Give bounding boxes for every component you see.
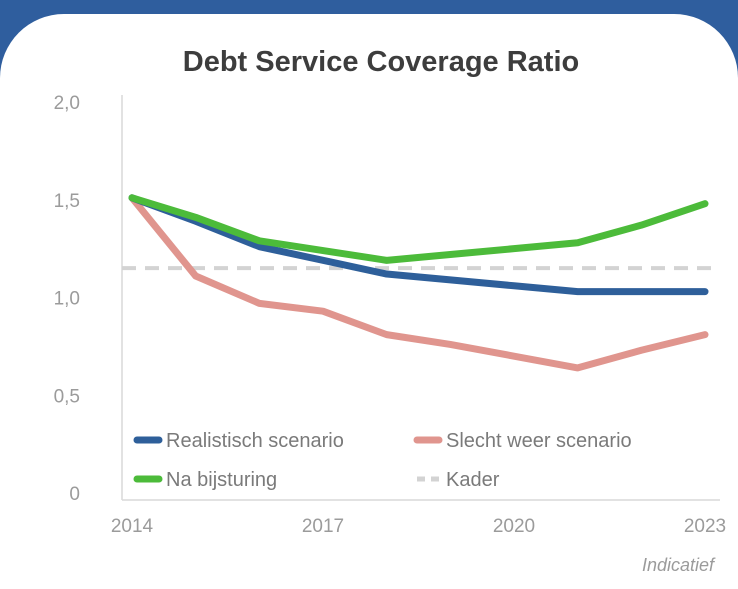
y-tick-label: 0 <box>69 484 80 505</box>
x-axis-ticks: 2014 2017 2020 2023 <box>111 516 726 537</box>
series-line-slecht-weer-scenario <box>128 194 709 372</box>
y-axis-ticks: 0 0,5 1,0 1,5 2,0 <box>54 93 80 505</box>
legend-item-kader: Kader <box>417 469 500 491</box>
x-tick-label: 2023 <box>684 516 726 537</box>
legend: Realistisch scenario Slecht weer scenario… <box>133 430 632 491</box>
x-tick-label: 2020 <box>493 516 535 537</box>
x-tick-label: 2014 <box>111 516 154 537</box>
series-line-realistisch-scenario <box>128 194 709 296</box>
y-tick-label: 0,5 <box>54 386 80 407</box>
annotation-indicatief: Indicatief <box>642 555 716 575</box>
legend-label: Kader <box>446 469 500 491</box>
x-tick-label: 2017 <box>302 516 344 537</box>
chart-title: Debt Service Coverage Ratio <box>183 46 579 78</box>
chart: Debt Service Coverage Ratio 0 0,5 1,0 1,5 2,… <box>54 46 727 575</box>
legend-item-na-bijsturing: Na bijsturing <box>133 469 277 491</box>
y-tick-label: 1,0 <box>54 289 80 310</box>
y-tick-label: 2,0 <box>54 93 80 114</box>
series-line-na-bijsturing <box>128 194 709 264</box>
y-tick-label: 1,5 <box>54 191 80 212</box>
chart-card <box>0 14 738 589</box>
legend-label: Na bijsturing <box>166 469 277 491</box>
legend-label: Realistisch scenario <box>166 430 344 452</box>
legend-item-realistisch-scenario: Realistisch scenario <box>133 430 344 452</box>
legend-label: Slecht weer scenario <box>446 430 632 452</box>
legend-item-slecht-weer-scenario: Slecht weer scenario <box>413 430 632 452</box>
series-lines <box>122 194 712 372</box>
